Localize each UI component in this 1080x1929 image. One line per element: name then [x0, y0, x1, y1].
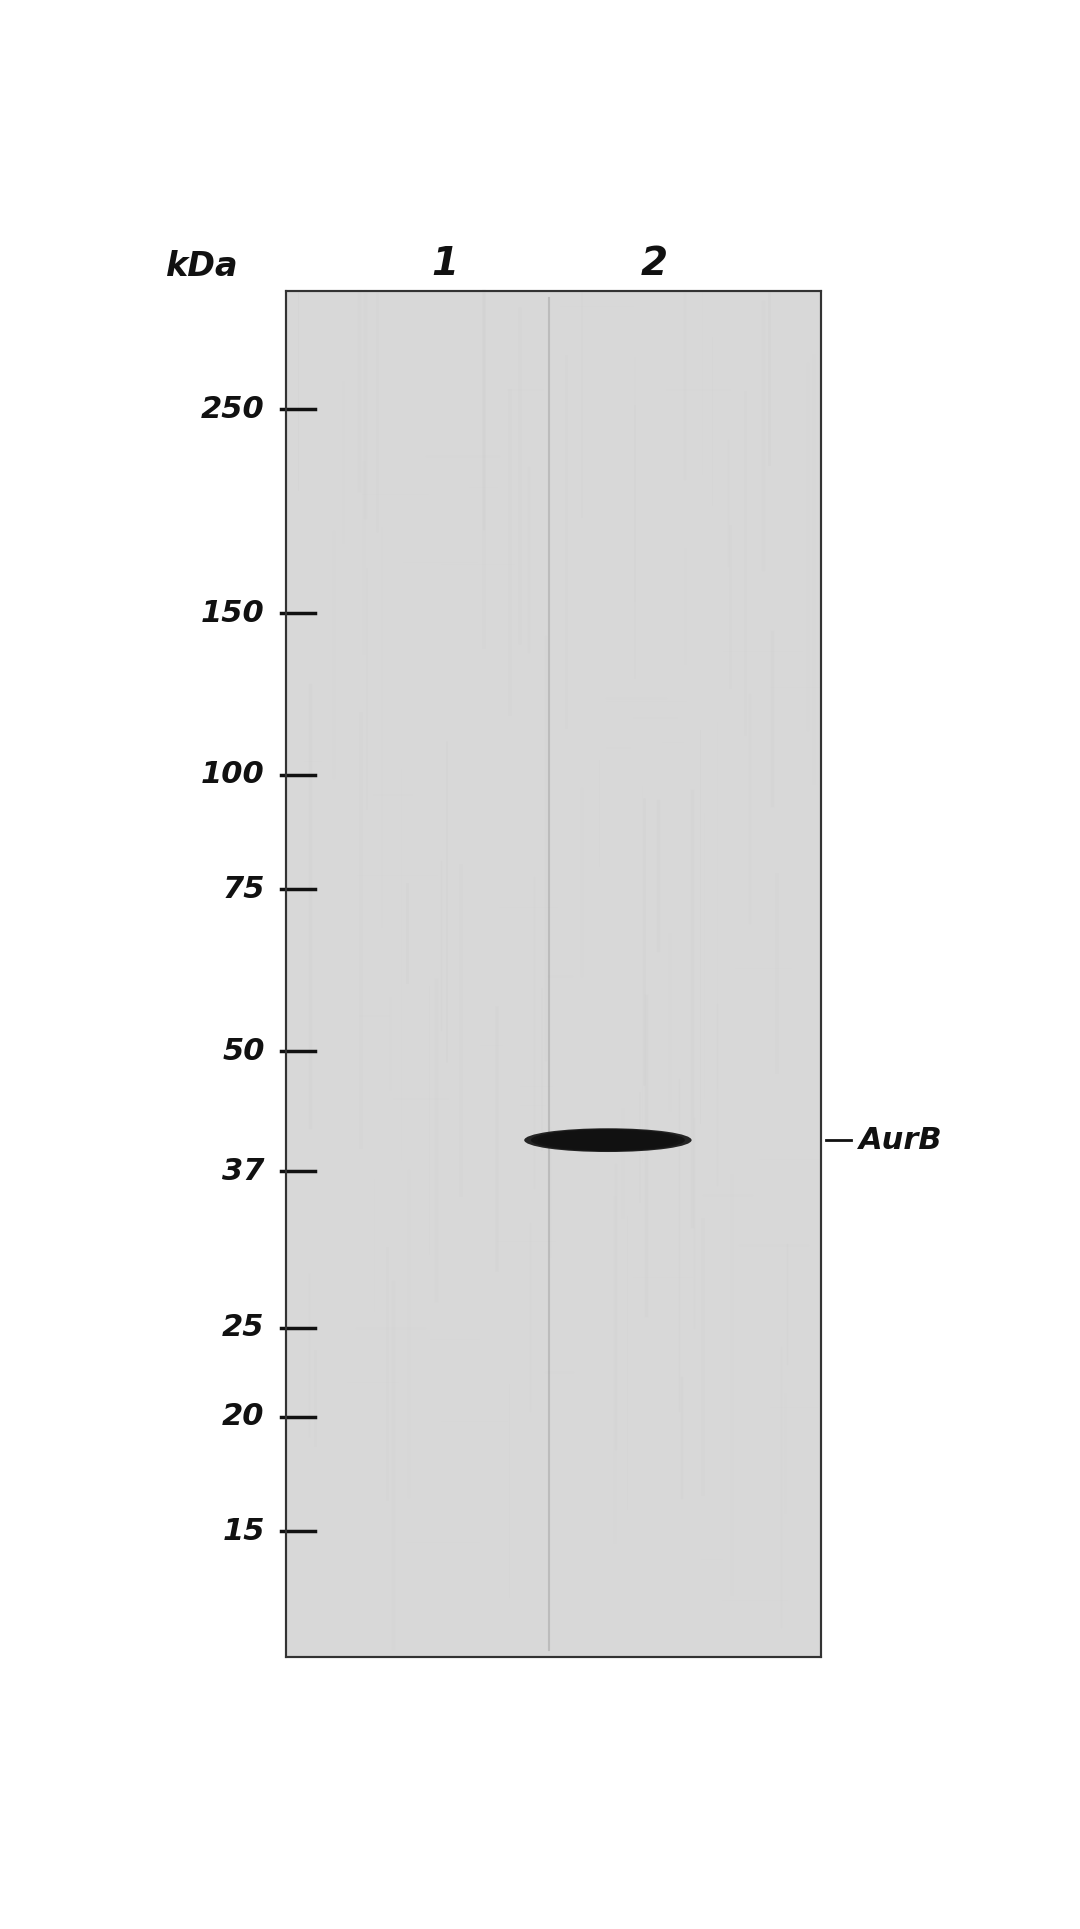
Text: 2: 2 — [640, 245, 667, 284]
Text: AurB: AurB — [859, 1127, 943, 1155]
Text: 50: 50 — [222, 1036, 265, 1065]
Ellipse shape — [538, 1130, 678, 1150]
Text: 15: 15 — [222, 1516, 265, 1545]
Ellipse shape — [571, 1134, 645, 1146]
Text: 1: 1 — [431, 245, 458, 284]
Ellipse shape — [565, 1132, 651, 1148]
Ellipse shape — [584, 1136, 632, 1144]
Text: 20: 20 — [222, 1402, 265, 1431]
Ellipse shape — [557, 1132, 658, 1148]
Bar — [285, 291, 821, 1657]
Ellipse shape — [531, 1128, 685, 1152]
Text: 150: 150 — [201, 598, 265, 627]
Text: 37: 37 — [222, 1157, 265, 1186]
Text: 25: 25 — [222, 1314, 265, 1343]
Text: 100: 100 — [201, 760, 265, 789]
Ellipse shape — [544, 1130, 672, 1150]
Ellipse shape — [551, 1132, 665, 1148]
Ellipse shape — [524, 1128, 691, 1152]
Ellipse shape — [578, 1134, 638, 1146]
Text: kDa: kDa — [165, 251, 239, 284]
Text: 250: 250 — [201, 395, 265, 424]
Text: 75: 75 — [222, 876, 265, 905]
